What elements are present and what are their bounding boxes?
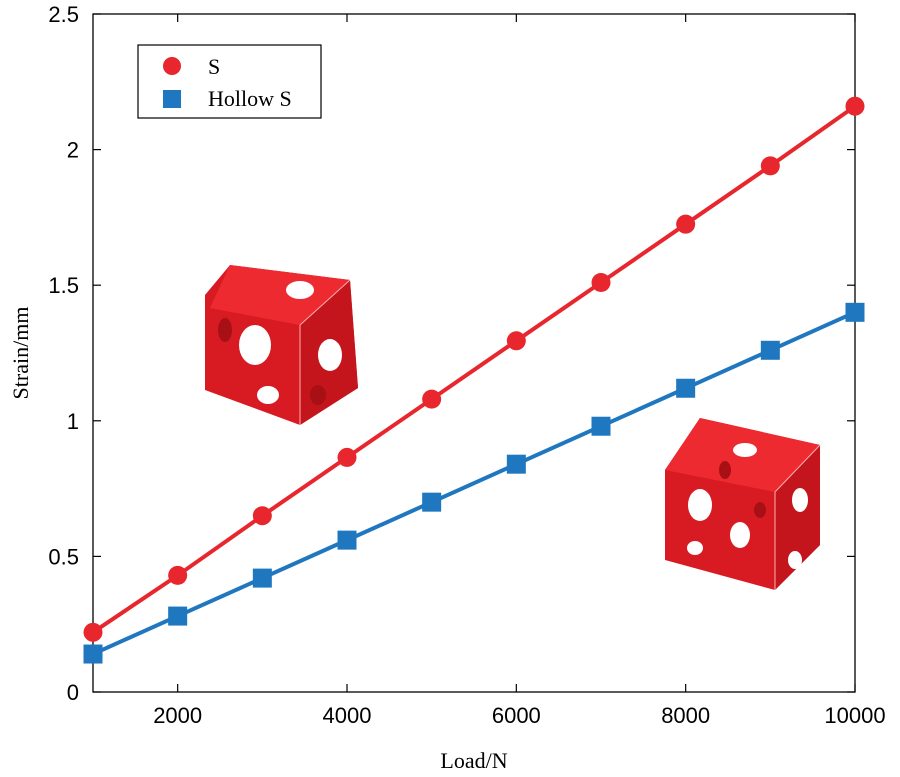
x-tick-label: 6000 [492, 703, 541, 728]
legend-label-hollow-s: Hollow S [208, 86, 292, 111]
x-tick-label: 10000 [824, 703, 885, 728]
x-axis-ticks: 2000 4000 6000 8000 10000 [153, 14, 886, 728]
series-line-s [93, 104, 855, 634]
data-point-s [168, 565, 188, 585]
data-point-hollow-s [422, 492, 442, 512]
data-point-s [337, 447, 357, 467]
legend-box [137, 44, 322, 119]
y-tick-label: 0 [67, 680, 79, 705]
data-point-s [760, 156, 780, 176]
series-layer [93, 104, 855, 656]
hollow-gyroid-lattice-cube-image [665, 418, 821, 590]
y-tick-label: 0.5 [48, 544, 79, 569]
data-point-s [83, 622, 103, 642]
solid-gyroid-lattice-cube-image [205, 265, 358, 425]
y-axis-ticks: 0 0.5 1 1.5 2 2.5 [48, 2, 855, 705]
data-point-hollow-s [591, 416, 611, 436]
data-point-hollow-s [337, 530, 357, 550]
data-point-hollow-s [845, 302, 865, 322]
data-point-hollow-s [506, 454, 526, 474]
data-point-hollow-s [760, 340, 780, 360]
y-axis-title: Strain/mm [8, 307, 33, 400]
data-point-s [676, 214, 696, 234]
x-tick-label: 4000 [323, 703, 372, 728]
y-tick-label: 2.5 [48, 2, 79, 27]
marker-layer [83, 96, 865, 664]
data-point-s [252, 506, 272, 526]
x-tick-label: 2000 [153, 703, 202, 728]
y-tick-label: 2 [67, 138, 79, 163]
y-tick-label: 1.5 [48, 273, 79, 298]
data-point-hollow-s [168, 606, 188, 626]
x-tick-label: 8000 [661, 703, 710, 728]
data-point-s [845, 96, 865, 116]
legend: S Hollow S [137, 44, 322, 119]
legend-marker-s [163, 57, 181, 75]
data-point-s [422, 389, 442, 409]
y-tick-label: 1 [67, 409, 79, 434]
legend-marker-hollow-s [163, 90, 181, 108]
legend-label-s: S [208, 54, 220, 79]
data-point-s [591, 272, 611, 292]
data-point-s [506, 331, 526, 351]
data-point-hollow-s [83, 644, 103, 664]
data-point-hollow-s [252, 568, 272, 588]
x-axis-title: Load/N [440, 748, 507, 773]
plot-frame [92, 13, 856, 693]
series-line-hollow-s [93, 310, 855, 656]
data-point-hollow-s [676, 378, 696, 398]
